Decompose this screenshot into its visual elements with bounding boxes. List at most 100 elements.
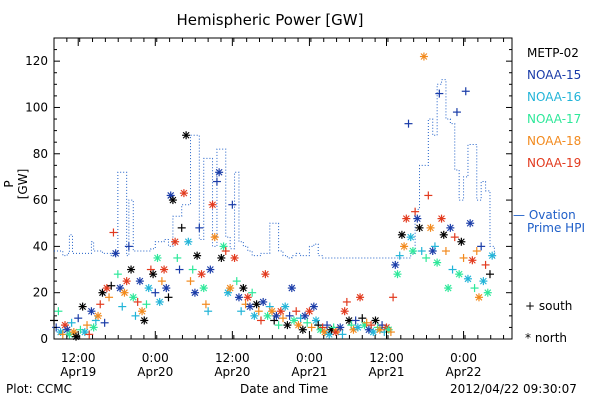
marker-stroke: [193, 252, 201, 260]
north-marker: [250, 311, 259, 320]
marker-stroke: [209, 201, 216, 209]
marker-stroke: [169, 196, 177, 204]
marker-stroke: [354, 324, 362, 331]
marker-stroke: [479, 277, 487, 285]
north-marker: [406, 233, 415, 242]
south-marker: [54, 307, 63, 316]
south-marker: [195, 223, 204, 232]
north-marker: [179, 189, 188, 198]
legend-ovation-line1: — Ovation: [513, 208, 576, 222]
north-marker: [199, 284, 208, 293]
south-marker: [430, 242, 439, 251]
north-marker: [153, 253, 162, 262]
north-marker: [197, 270, 206, 279]
north-marker: [122, 277, 131, 286]
north-marker: [437, 214, 446, 223]
marker-stroke: [299, 326, 307, 334]
south-marker: [342, 297, 351, 306]
x-axis-label: Date and Time: [240, 382, 329, 396]
legend-north: * north: [525, 331, 568, 345]
north-marker: [171, 237, 180, 246]
north-marker: [402, 214, 411, 223]
north-marker: [234, 293, 243, 302]
marker-stroke: [336, 324, 344, 331]
chart-title: Hemispheric Power [GW]: [176, 11, 364, 29]
south-marker: [109, 228, 118, 237]
legend-item-metp-02: METP-02: [527, 46, 579, 60]
north-marker: [78, 302, 87, 311]
y-tick-label: 100: [25, 100, 48, 114]
north-marker: [259, 297, 268, 306]
south-marker: [118, 302, 127, 311]
marker-stroke: [90, 324, 98, 331]
north-marker: [72, 332, 81, 341]
north-marker: [320, 328, 329, 337]
marker-stroke: [235, 293, 243, 301]
north-marker: [283, 321, 292, 330]
marker-stroke: [180, 189, 188, 197]
south-marker: [204, 307, 213, 316]
north-marker: [483, 288, 492, 297]
plot-source: Plot: CCMC: [6, 382, 72, 396]
x-axis: 12:00Apr190:00Apr2012:00Apr200:00Apr2112…: [53, 38, 505, 379]
marker-stroke: [440, 231, 448, 239]
marker-stroke: [394, 270, 401, 278]
marker-stroke: [149, 270, 157, 278]
marker-stroke: [138, 307, 146, 315]
marker-stroke: [433, 259, 441, 266]
north-marker: [340, 307, 349, 316]
marker-stroke: [220, 242, 227, 250]
north-marker: [455, 270, 464, 279]
south-marker: [461, 87, 470, 96]
x-tick-date: Apr20: [137, 365, 173, 379]
marker-stroke: [145, 284, 153, 292]
marker-stroke: [61, 321, 69, 329]
north-marker: [281, 302, 290, 311]
marker-stroke: [295, 321, 302, 329]
south-marker: [74, 314, 83, 323]
x-tick-date: Apr20: [214, 365, 250, 379]
south-marker: [417, 247, 426, 256]
north-marker: [433, 258, 442, 267]
north-marker: [245, 302, 254, 311]
marker-stroke: [261, 270, 269, 278]
north-marker: [190, 288, 199, 297]
north-marker: [206, 265, 215, 274]
x-tick-date: Apr21: [368, 365, 404, 379]
north-marker: [208, 200, 217, 209]
marker-stroke: [369, 328, 377, 336]
marker-stroke: [239, 284, 247, 292]
south-marker: [422, 253, 431, 262]
marker-stroke: [455, 270, 463, 278]
marker-stroke: [466, 219, 474, 227]
marker-stroke: [446, 224, 454, 232]
north-marker: [129, 293, 138, 302]
south-marker: [351, 316, 360, 325]
marker-stroke: [244, 293, 252, 301]
marker-stroke: [156, 298, 164, 306]
marker-stroke: [70, 328, 78, 336]
south-marker: [472, 247, 481, 256]
marker-stroke: [226, 284, 234, 292]
marker-stroke: [416, 224, 423, 232]
south-marker: [133, 297, 142, 306]
marker-stroke: [488, 252, 496, 260]
north-marker: [127, 265, 136, 274]
north-marker: [111, 249, 120, 258]
legend-item-noaa-15: NOAA-15: [527, 68, 582, 82]
south-marker: [404, 119, 413, 128]
north-marker: [261, 270, 270, 279]
legend-item-noaa-17: NOAA-17: [527, 112, 582, 126]
south-marker: [100, 318, 109, 327]
south-marker: [151, 288, 160, 297]
north-marker: [230, 253, 239, 262]
south-marker: [292, 307, 301, 316]
south-marker: [448, 265, 457, 274]
north-marker: [89, 323, 98, 332]
marker-stroke: [427, 224, 434, 232]
marker-stroke: [259, 298, 267, 306]
legend-item-noaa-18: NOAA-18: [527, 134, 582, 148]
marker-stroke: [345, 317, 353, 324]
south-marker: [389, 293, 398, 302]
